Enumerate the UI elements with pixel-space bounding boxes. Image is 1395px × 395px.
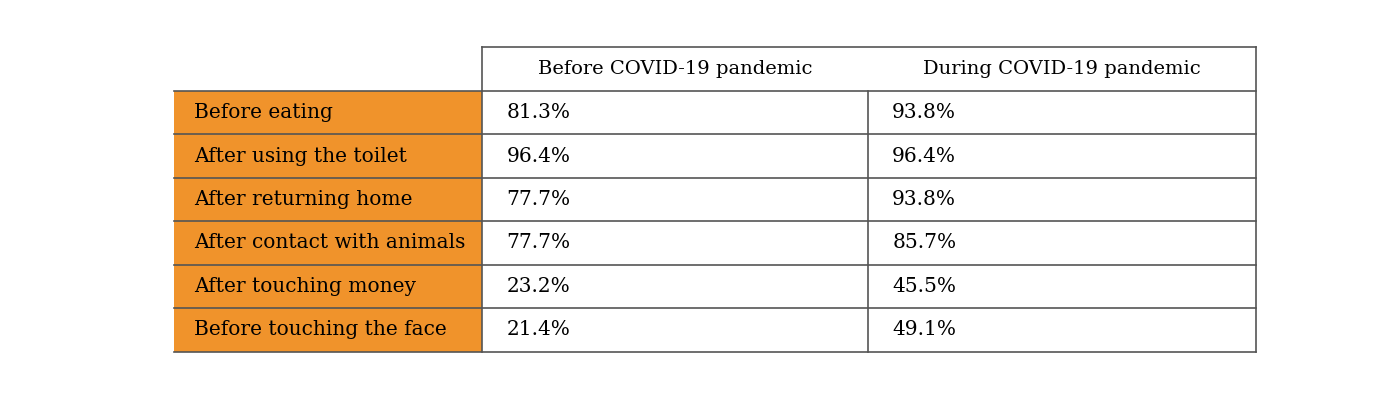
Text: 85.7%: 85.7% xyxy=(893,233,957,252)
Text: 93.8%: 93.8% xyxy=(893,103,956,122)
Bar xyxy=(174,308,483,352)
Text: After touching money: After touching money xyxy=(194,277,416,296)
Bar xyxy=(174,265,483,308)
Bar xyxy=(869,91,1256,134)
Text: After contact with animals: After contact with animals xyxy=(194,233,465,252)
Text: 77.7%: 77.7% xyxy=(506,233,571,252)
Bar xyxy=(869,47,1256,91)
Bar xyxy=(174,178,483,221)
Text: 77.7%: 77.7% xyxy=(506,190,571,209)
Bar xyxy=(483,91,869,134)
Text: 21.4%: 21.4% xyxy=(506,320,571,339)
Bar xyxy=(869,308,1256,352)
Text: Before eating: Before eating xyxy=(194,103,333,122)
Text: 49.1%: 49.1% xyxy=(893,320,956,339)
Text: 45.5%: 45.5% xyxy=(893,277,956,296)
Text: After returning home: After returning home xyxy=(194,190,413,209)
Text: During COVID-19 pandemic: During COVID-19 pandemic xyxy=(923,60,1201,78)
Bar xyxy=(869,134,1256,178)
Bar xyxy=(174,134,483,178)
Text: After using the toilet: After using the toilet xyxy=(194,147,407,166)
Bar xyxy=(869,178,1256,221)
Bar xyxy=(174,221,483,265)
Text: 96.4%: 96.4% xyxy=(893,147,956,166)
Bar xyxy=(483,221,869,265)
Bar xyxy=(483,308,869,352)
Bar xyxy=(869,221,1256,265)
Bar xyxy=(483,178,869,221)
Bar xyxy=(174,47,483,91)
Text: Before touching the face: Before touching the face xyxy=(194,320,446,339)
Text: 23.2%: 23.2% xyxy=(506,277,571,296)
Text: 81.3%: 81.3% xyxy=(506,103,571,122)
Bar xyxy=(869,265,1256,308)
Text: Before COVID-19 pandemic: Before COVID-19 pandemic xyxy=(538,60,813,78)
Text: 93.8%: 93.8% xyxy=(893,190,956,209)
Bar xyxy=(483,47,869,91)
Bar xyxy=(483,265,869,308)
Bar xyxy=(174,91,483,134)
Text: 96.4%: 96.4% xyxy=(506,147,571,166)
Bar xyxy=(483,134,869,178)
